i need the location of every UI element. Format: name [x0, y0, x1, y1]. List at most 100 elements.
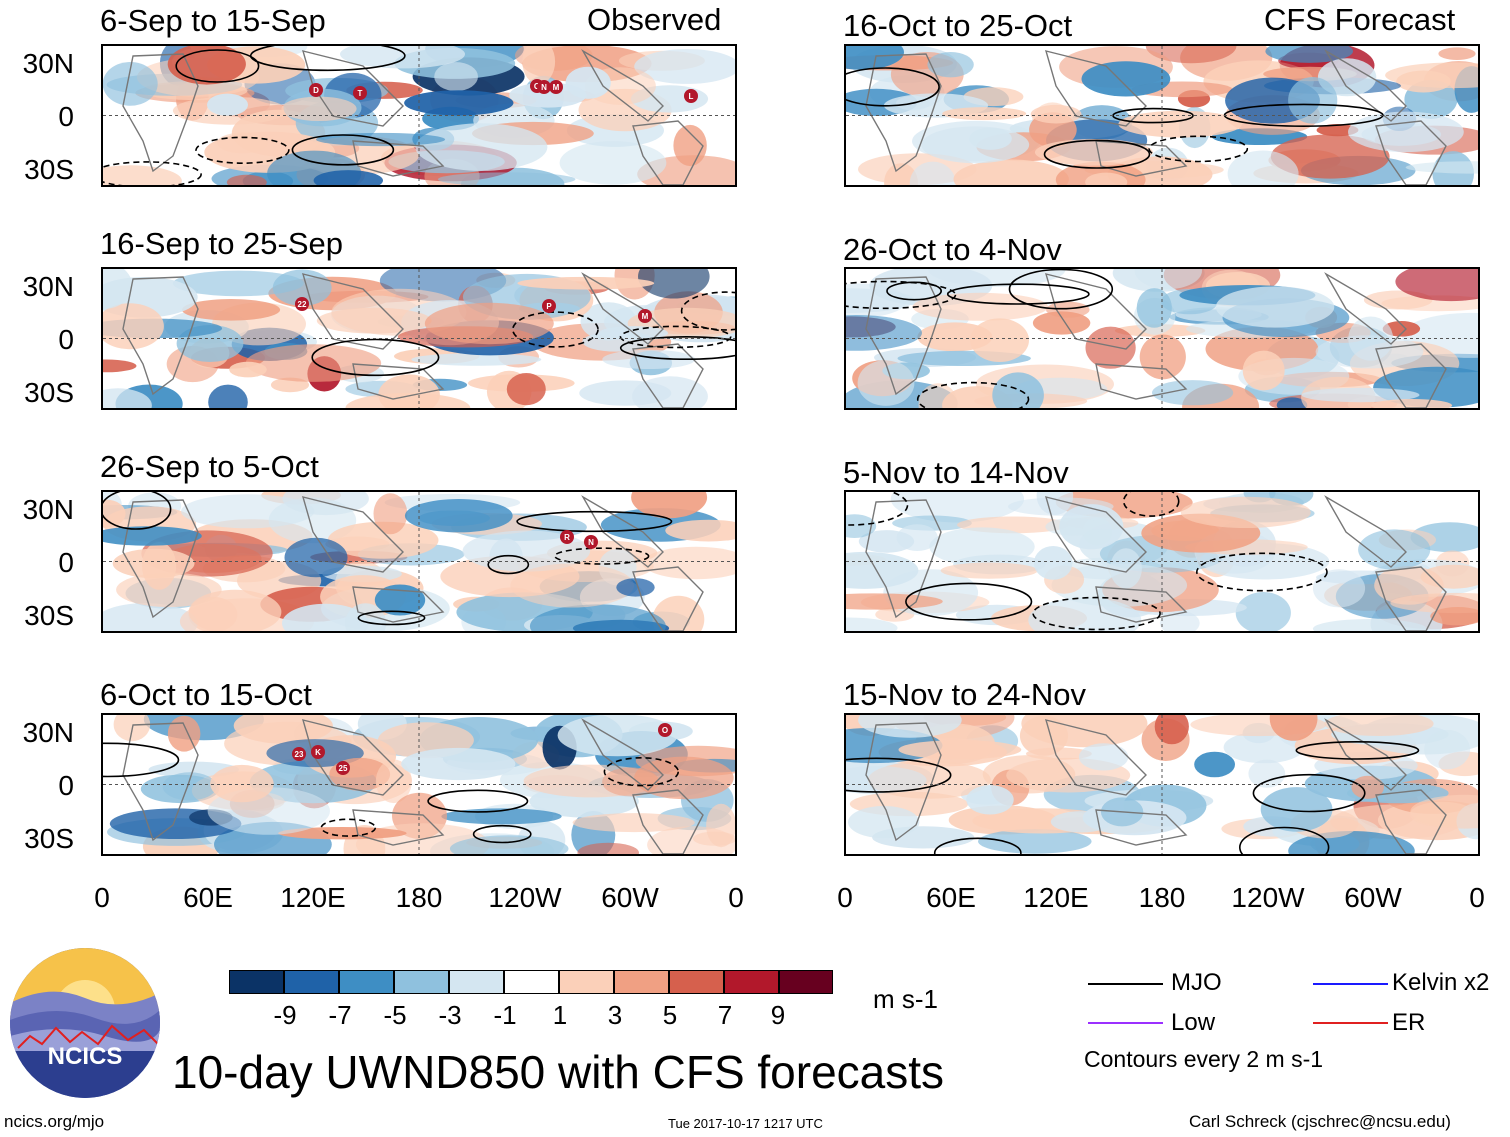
- colorbar-tick: -3: [438, 1000, 462, 1030]
- colorbar-segment: [504, 970, 559, 994]
- storm-marker: 22: [295, 297, 309, 311]
- lon-label-left: 180: [395, 882, 443, 913]
- logo-text: NCICS: [47, 1043, 123, 1070]
- legend-label-low: Low: [1171, 1009, 1216, 1036]
- map-field: [846, 492, 1478, 631]
- legend-label-kelvin: Kelvin x2: [1392, 969, 1490, 996]
- lon-label-right: 60W: [1344, 882, 1402, 913]
- legend-label-er: ER: [1392, 1009, 1426, 1036]
- map-panel-observed-3: [101, 490, 737, 633]
- svg-text:22: 22: [298, 300, 307, 309]
- panel-date-left-3: 26-Sep to 5-Oct: [100, 449, 319, 484]
- panel-date-right-2: 26-Oct to 4-Nov: [843, 232, 1062, 267]
- map-panel-forecast-3: [844, 490, 1480, 633]
- lon-label-left: 0: [728, 882, 744, 913]
- footer-timestamp: Tue 2017-10-17 1217 UTC: [668, 1116, 823, 1131]
- lat-label-30n: 30N: [22, 48, 74, 79]
- footer-url: ncics.org/mjo: [4, 1112, 105, 1131]
- map-panel-forecast-4: [844, 713, 1480, 856]
- colorbar-tick: -5: [383, 1000, 407, 1030]
- colorbar-segment: [449, 970, 504, 994]
- storm-marker: L: [684, 89, 698, 103]
- lat-label-30s: 30S: [24, 823, 74, 854]
- legend-line-kelvin: [1313, 983, 1388, 985]
- ncics-logo: NCICS: [10, 948, 160, 1098]
- map-panel-observed-1: [101, 44, 737, 187]
- legend-note: Contours every 2 m s-1: [1084, 1046, 1324, 1072]
- lat-label-30n: 30N: [22, 717, 74, 748]
- colorbar-tick: 3: [607, 1000, 623, 1030]
- svg-text:O: O: [534, 82, 540, 91]
- colorbar-tick: -9: [273, 1000, 297, 1030]
- lon-label-right: 180: [1138, 882, 1186, 913]
- map-field: [846, 715, 1478, 854]
- lon-label-left: 0: [94, 882, 110, 913]
- lon-label-left: 120E: [280, 882, 346, 913]
- map-panel-forecast-1: [844, 44, 1480, 187]
- svg-text:M: M: [642, 312, 649, 321]
- svg-text:P: P: [546, 302, 552, 311]
- svg-text:25: 25: [339, 764, 348, 773]
- lat-label-30n: 30N: [22, 494, 74, 525]
- panel-date-left-1: 6-Sep to 15-Sep: [100, 3, 326, 38]
- lon-label-right: 0: [837, 882, 853, 913]
- svg-text:N: N: [541, 83, 547, 92]
- lat-label-30s: 30S: [24, 154, 74, 185]
- lon-label-left: 60W: [601, 882, 659, 913]
- observed-column-title: Observed: [587, 2, 722, 37]
- lon-label-left: 60E: [183, 882, 233, 913]
- svg-text:L: L: [689, 92, 694, 101]
- colorbar-segment: [614, 970, 669, 994]
- svg-text:N: N: [588, 538, 594, 547]
- storm-marker: O: [658, 723, 672, 737]
- storm-marker: R: [560, 530, 574, 544]
- storm-markers: D T O N M L 22 P M R N 23 K 25 O: [292, 79, 698, 775]
- map-field: [103, 269, 735, 408]
- colorbar-tick: 7: [717, 1000, 733, 1030]
- lon-label-right: 120E: [1023, 882, 1089, 913]
- lat-label-eq: 0: [58, 770, 74, 801]
- lon-label-left: 120W: [488, 882, 562, 913]
- lon-label-right: 0: [1469, 882, 1485, 913]
- svg-text:T: T: [358, 89, 363, 98]
- panel-date-left-4: 6-Oct to 15-Oct: [100, 677, 312, 712]
- lon-label-right: 60E: [926, 882, 976, 913]
- colorbar-tick: 1: [552, 1000, 568, 1030]
- svg-text:23: 23: [295, 750, 304, 759]
- svg-text:O: O: [662, 726, 668, 735]
- lon-label-right: 120W: [1231, 882, 1305, 913]
- lat-label-eq: 0: [58, 324, 74, 355]
- map-field: [103, 46, 735, 185]
- colorbar-segment: [284, 970, 339, 994]
- colorbar-units: m s-1: [873, 984, 938, 1014]
- map-field: [103, 715, 735, 854]
- lat-label-30s: 30S: [24, 600, 74, 631]
- map-field: [103, 492, 735, 631]
- panel-date-right-3: 5-Nov to 14-Nov: [843, 455, 1069, 490]
- colorbar-tick: -7: [328, 1000, 352, 1030]
- colorbar-segment: [559, 970, 614, 994]
- legend-line-low: [1088, 1022, 1163, 1024]
- svg-text:D: D: [313, 86, 319, 95]
- cfs-forecast-column-title: CFS Forecast: [1264, 2, 1456, 37]
- figure-title: 10-day UWND850 with CFS forecasts: [172, 1046, 945, 1098]
- svg-text:K: K: [315, 748, 321, 757]
- storm-marker: 25: [336, 761, 350, 775]
- colorbar-segment: [724, 970, 779, 994]
- colorbar-segment: [339, 970, 394, 994]
- map-panel-observed-4: [101, 713, 737, 856]
- storm-marker: M: [638, 309, 652, 323]
- lat-label-eq: 0: [58, 101, 74, 132]
- map-field: [846, 46, 1478, 185]
- legend-label-mjo: MJO: [1171, 969, 1222, 996]
- storm-marker: T: [353, 86, 367, 100]
- panel-date-right-4: 15-Nov to 24-Nov: [843, 677, 1086, 712]
- map-panel-forecast-2: [844, 267, 1480, 410]
- storm-marker: P: [542, 299, 556, 313]
- storm-marker: N: [537, 80, 551, 94]
- colorbar-segment: [779, 970, 833, 994]
- panel-date-right-1: 16-Oct to 25-Oct: [843, 8, 1073, 43]
- svg-text:M: M: [553, 83, 560, 92]
- colorbar-segment: [229, 970, 284, 994]
- lat-label-eq: 0: [58, 547, 74, 578]
